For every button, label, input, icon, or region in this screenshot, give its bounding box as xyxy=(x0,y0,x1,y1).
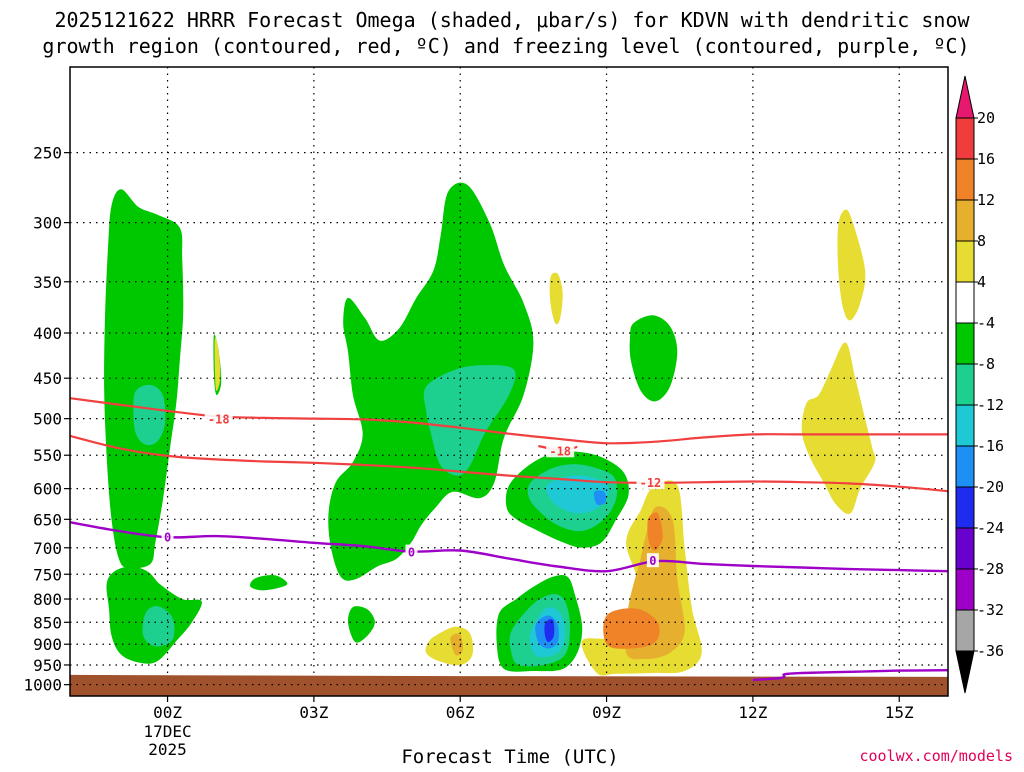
omega-region-21 xyxy=(450,633,463,656)
y-tick-label-600: 600 xyxy=(33,480,62,499)
colorbar-bin-6 xyxy=(955,404,975,447)
x-tick-label-03Z: 03Z xyxy=(299,703,328,722)
y-tick-label-750: 750 xyxy=(33,565,62,584)
y-tick-label-700: 700 xyxy=(33,539,62,558)
dgz-contour-label-0-bg xyxy=(204,411,233,426)
freezing-contour-0 xyxy=(70,521,948,573)
chart-title-line2: growth region (contoured, red, ºC) and f… xyxy=(42,34,969,58)
dgz-contour-1 xyxy=(70,434,948,493)
colorbar-label-4: 4 xyxy=(977,273,986,291)
omega-region-0 xyxy=(104,189,184,569)
colorbar-label-10: -24 xyxy=(977,519,1004,537)
colorbar-bin-5 xyxy=(955,445,975,488)
freezing-contour-1 xyxy=(752,669,948,682)
colorbar-bin-2 xyxy=(955,568,975,611)
colorbar-bin-11 xyxy=(955,199,975,242)
omega-region-27 xyxy=(837,209,866,321)
omega-region-18 xyxy=(647,512,663,551)
colorbar-bottom-triangle xyxy=(955,650,975,694)
freezing-contour-label-2-bg xyxy=(646,553,659,568)
colorbar-bin-4 xyxy=(955,486,975,529)
colorbar-label-8: -16 xyxy=(977,437,1004,455)
omega-shading xyxy=(104,182,876,676)
colorbar-bin-13 xyxy=(955,117,975,160)
omega-region-14 xyxy=(549,272,563,325)
y-tick-label-400: 400 xyxy=(33,324,62,343)
dgz-contour-label-1: -12 xyxy=(640,476,662,490)
colorbar-label-1: 16 xyxy=(977,150,995,168)
y-tick-label-650: 650 xyxy=(33,510,62,529)
omega-region-5 xyxy=(214,337,221,391)
y-tick-label-1000: 1000 xyxy=(23,676,62,695)
colorbar-label-9: -20 xyxy=(977,478,1004,496)
credit-text: coolwx.com/models xyxy=(859,747,1013,765)
dgz-contour-label-2-bg xyxy=(546,443,575,458)
colorbar-bin-3 xyxy=(955,527,975,570)
x-axis-label: Forecast Time (UTC) xyxy=(401,746,618,768)
colorbar-bin-9 xyxy=(955,281,975,324)
colorbar: 20 16 12 8 4 -4 -8 -12 -16 -20 -24 -28 -32 -36 xyxy=(955,75,1004,694)
y-tick-label-500: 500 xyxy=(33,410,62,429)
chart-title-line1: 2025121622 HRRR Forecast Omega (shaded, … xyxy=(54,8,970,32)
y-tick-label-250: 250 xyxy=(33,144,62,163)
colorbar-label-2: 12 xyxy=(977,191,995,209)
colorbar-label-11: -28 xyxy=(977,560,1004,578)
colorbar-bin-12 xyxy=(955,158,975,201)
omega-region-3 xyxy=(142,605,175,647)
freezing-contour-label-2: 0 xyxy=(649,554,656,568)
colorbar-bin-1 xyxy=(955,609,975,652)
freezing-contour-label-0-bg xyxy=(161,529,174,544)
omega-region-15 xyxy=(629,315,678,402)
x-tick-label-09Z: 09Z xyxy=(592,703,621,722)
terrain-fill xyxy=(70,674,948,696)
colorbar-bin-8 xyxy=(955,322,975,365)
omega-region-26 xyxy=(544,619,555,643)
x-tick-label-15Z: 15Z xyxy=(885,703,914,722)
y-tick-label-550: 550 xyxy=(33,446,62,465)
omega-region-12 xyxy=(545,475,610,514)
y-tick-label-350: 350 xyxy=(33,273,62,292)
colorbar-label-7: -12 xyxy=(977,396,1004,414)
omega-region-1 xyxy=(133,384,166,446)
colorbar-label-5: -4 xyxy=(977,314,995,332)
freezing-contour-label-1-bg xyxy=(405,544,418,559)
y-tick-label-950: 950 xyxy=(33,656,62,675)
omega-region-28 xyxy=(801,342,876,514)
freezing-contour-label-1: 0 xyxy=(408,546,415,560)
colorbar-label-12: -32 xyxy=(977,601,1004,619)
x-tick-sublabel-date: 17DEC xyxy=(143,722,191,741)
x-tick-label-06Z: 06Z xyxy=(446,703,475,722)
dgz-contour-label-2: -18 xyxy=(549,444,571,458)
colorbar-label-6: -8 xyxy=(977,355,995,373)
omega-region-8 xyxy=(423,365,516,476)
y-tick-label-900: 900 xyxy=(33,635,62,654)
colorbar-label-3: 8 xyxy=(977,232,986,250)
x-tick-label-00Z: 00Z xyxy=(153,703,182,722)
y-axis: 250 300 350 400 450 500 550 600 650 700 750 800 850 9… xyxy=(23,144,70,695)
y-tick-label-850: 850 xyxy=(33,613,62,632)
x-tick-label-12Z: 12Z xyxy=(738,703,767,722)
plot-frame xyxy=(69,66,949,697)
dgz-contour-label-0: -18 xyxy=(208,413,230,427)
y-tick-label-300: 300 xyxy=(33,214,62,233)
colorbar-top-triangle xyxy=(955,75,975,119)
omega-region-13 xyxy=(593,490,607,506)
omega-region-7 xyxy=(328,182,534,581)
y-tick-label-800: 800 xyxy=(33,590,62,609)
freezing-contour-label-0: 0 xyxy=(164,531,171,545)
colorbar-bin-10 xyxy=(955,240,975,283)
omega-region-6 xyxy=(249,575,288,591)
y-tick-label-450: 450 xyxy=(33,369,62,388)
omega-region-9 xyxy=(347,606,375,643)
x-tick-sublabel-year: 2025 xyxy=(148,740,187,759)
colorbar-bin-7 xyxy=(955,363,975,406)
colorbar-label-13: -36 xyxy=(977,642,1004,660)
omega-region-19 xyxy=(603,608,660,649)
dgz-contour-label-1-bg xyxy=(636,475,665,490)
colorbar-label-0: 20 xyxy=(977,109,995,127)
